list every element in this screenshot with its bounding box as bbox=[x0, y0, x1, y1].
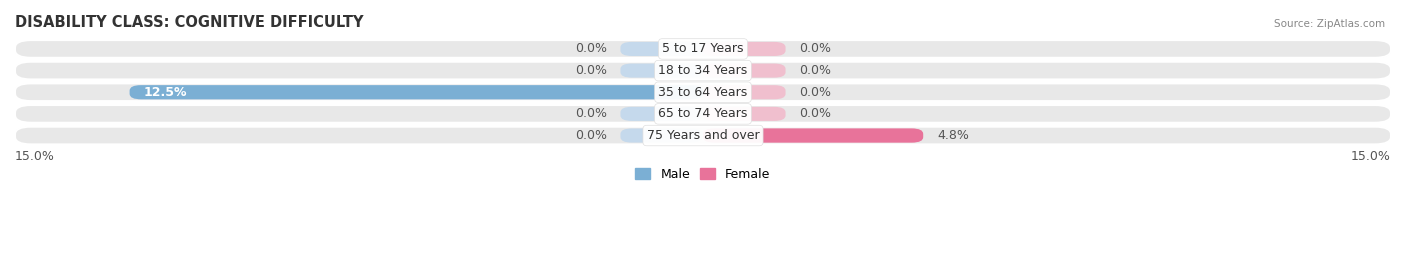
Legend: Male, Female: Male, Female bbox=[630, 162, 776, 186]
Text: 35 to 64 Years: 35 to 64 Years bbox=[658, 86, 748, 99]
FancyBboxPatch shape bbox=[15, 83, 1391, 101]
FancyBboxPatch shape bbox=[620, 107, 703, 121]
Text: 4.8%: 4.8% bbox=[936, 129, 969, 142]
Text: 0.0%: 0.0% bbox=[800, 107, 831, 121]
Text: 75 Years and over: 75 Years and over bbox=[647, 129, 759, 142]
FancyBboxPatch shape bbox=[15, 62, 1391, 79]
FancyBboxPatch shape bbox=[620, 42, 703, 56]
FancyBboxPatch shape bbox=[15, 40, 1391, 58]
Text: 15.0%: 15.0% bbox=[1351, 150, 1391, 162]
Text: 0.0%: 0.0% bbox=[575, 129, 606, 142]
Text: 12.5%: 12.5% bbox=[143, 86, 187, 99]
FancyBboxPatch shape bbox=[703, 107, 786, 121]
Text: 18 to 34 Years: 18 to 34 Years bbox=[658, 64, 748, 77]
Text: 0.0%: 0.0% bbox=[800, 64, 831, 77]
Text: 0.0%: 0.0% bbox=[575, 64, 606, 77]
Text: 0.0%: 0.0% bbox=[800, 43, 831, 55]
FancyBboxPatch shape bbox=[15, 105, 1391, 123]
FancyBboxPatch shape bbox=[620, 129, 703, 143]
Text: 0.0%: 0.0% bbox=[800, 86, 831, 99]
Text: DISABILITY CLASS: COGNITIVE DIFFICULTY: DISABILITY CLASS: COGNITIVE DIFFICULTY bbox=[15, 15, 364, 30]
FancyBboxPatch shape bbox=[129, 85, 703, 99]
FancyBboxPatch shape bbox=[620, 63, 703, 78]
FancyBboxPatch shape bbox=[703, 42, 786, 56]
Text: 65 to 74 Years: 65 to 74 Years bbox=[658, 107, 748, 121]
Text: 5 to 17 Years: 5 to 17 Years bbox=[662, 43, 744, 55]
FancyBboxPatch shape bbox=[703, 129, 924, 143]
Text: Source: ZipAtlas.com: Source: ZipAtlas.com bbox=[1274, 19, 1385, 29]
FancyBboxPatch shape bbox=[129, 85, 703, 99]
FancyBboxPatch shape bbox=[703, 129, 924, 143]
Text: 0.0%: 0.0% bbox=[575, 43, 606, 55]
Text: 15.0%: 15.0% bbox=[15, 150, 55, 162]
FancyBboxPatch shape bbox=[703, 85, 786, 99]
FancyBboxPatch shape bbox=[703, 63, 786, 78]
Text: 0.0%: 0.0% bbox=[575, 107, 606, 121]
FancyBboxPatch shape bbox=[15, 127, 1391, 144]
